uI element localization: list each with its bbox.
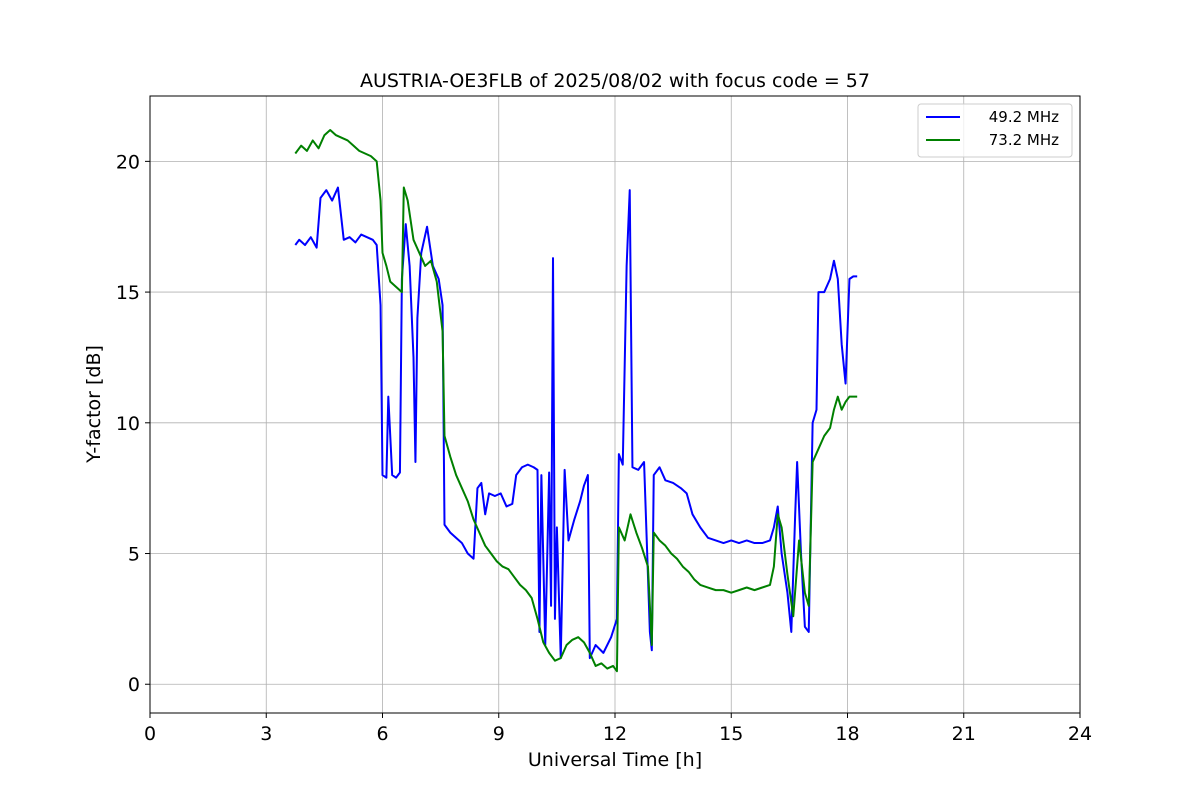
series-layer bbox=[294, 128, 858, 673]
y-axis-ticks: 0 5 10 15 20 bbox=[116, 151, 150, 696]
legend: 49.2 MHz 73.2 MHz bbox=[917, 103, 1073, 158]
x-tick-label: 9 bbox=[493, 723, 505, 745]
x-tick-label: 3 bbox=[260, 723, 272, 745]
x-tick-label: 15 bbox=[719, 723, 743, 745]
x-tick-label: 0 bbox=[144, 723, 156, 745]
x-tick-label: 18 bbox=[835, 723, 859, 745]
x-axis-label: Universal Time [h] bbox=[528, 749, 702, 771]
series-line-1 bbox=[294, 128, 858, 673]
x-tick-label: 6 bbox=[376, 723, 388, 745]
x-tick-label: 12 bbox=[603, 723, 627, 745]
y-tick-label: 20 bbox=[116, 151, 140, 173]
x-axis-ticks: 0 3 6 9 12 15 18 21 24 bbox=[144, 713, 1092, 745]
y-axis-label: Y-factor [dB] bbox=[83, 345, 105, 464]
y-tick-label: 15 bbox=[116, 282, 140, 304]
x-tick-label: 21 bbox=[952, 723, 976, 745]
y-tick-label: 0 bbox=[128, 674, 140, 696]
legend-label-0: 49.2 MHz bbox=[989, 108, 1059, 126]
grid bbox=[149, 96, 1081, 713]
y-tick-label: 10 bbox=[116, 413, 140, 435]
chart-title: AUSTRIA-OE3FLB of 2025/08/02 with focus … bbox=[360, 70, 870, 92]
legend-label-1: 73.2 MHz bbox=[989, 131, 1059, 149]
series-line-0 bbox=[294, 186, 858, 660]
y-tick-label: 5 bbox=[128, 544, 140, 566]
x-tick-label: 24 bbox=[1068, 723, 1092, 745]
